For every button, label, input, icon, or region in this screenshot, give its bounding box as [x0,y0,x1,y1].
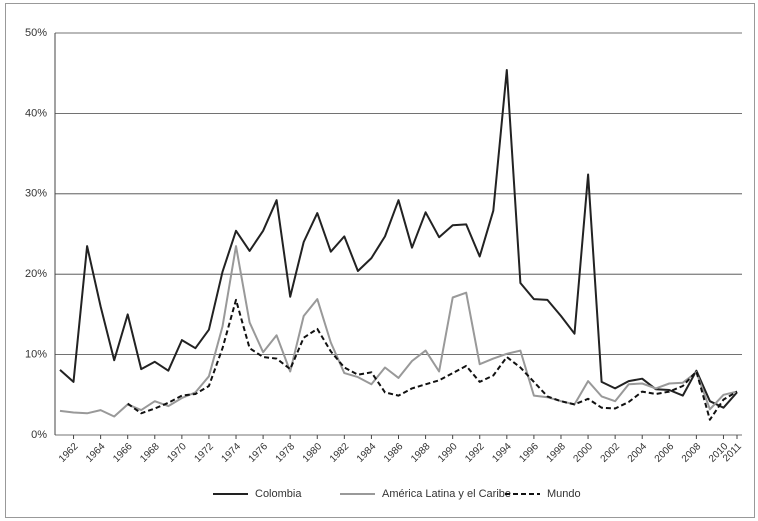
x-tick-label: 1976 [247,441,271,465]
series-line [127,298,738,421]
x-tick-label: 1988 [409,441,433,465]
x-tick-label: 2004 [626,441,650,465]
x-tick-label: 1964 [84,441,108,465]
frame [5,3,755,518]
x-tick-label: 1978 [274,441,298,465]
legend-label: Colombia [255,488,302,500]
y-tick-label: 0% [31,429,47,441]
x-tick-label: 1998 [544,441,568,465]
x-tick-label: 1994 [490,441,514,465]
y-tick-label: 10% [25,349,47,361]
x-tick-label: 1962 [57,441,81,465]
series-line [59,69,738,409]
legend-label: Mundo [547,488,581,500]
x-tick-label: 1972 [192,441,216,465]
x-tick-label: 1984 [355,441,379,465]
x-tick-label: 2006 [653,441,677,465]
x-tick-label: 2008 [680,441,704,465]
x-tick-label: 1974 [219,441,243,465]
legend-label: América Latina y el Caribe [382,488,511,500]
x-tick-label: 1986 [382,441,406,465]
x-tick-label: 1970 [165,441,189,465]
x-tick-label: 1966 [111,441,135,465]
x-tick-label: 1996 [517,441,541,465]
y-tick-label: 30% [25,188,47,200]
x-tick-label: 1982 [328,441,352,465]
series-line [59,245,738,418]
y-tick-label: 20% [25,268,47,280]
x-tick-label: 2000 [572,441,596,465]
x-tick-label: 1968 [138,441,162,465]
x-tick-label: 1990 [436,441,460,465]
y-tick-label: 50% [25,27,47,39]
y-tick-label: 40% [25,107,47,119]
x-tick-label: 2002 [599,441,623,465]
x-tick-label: 1992 [463,441,487,465]
x-tick-label: 1980 [301,441,325,465]
